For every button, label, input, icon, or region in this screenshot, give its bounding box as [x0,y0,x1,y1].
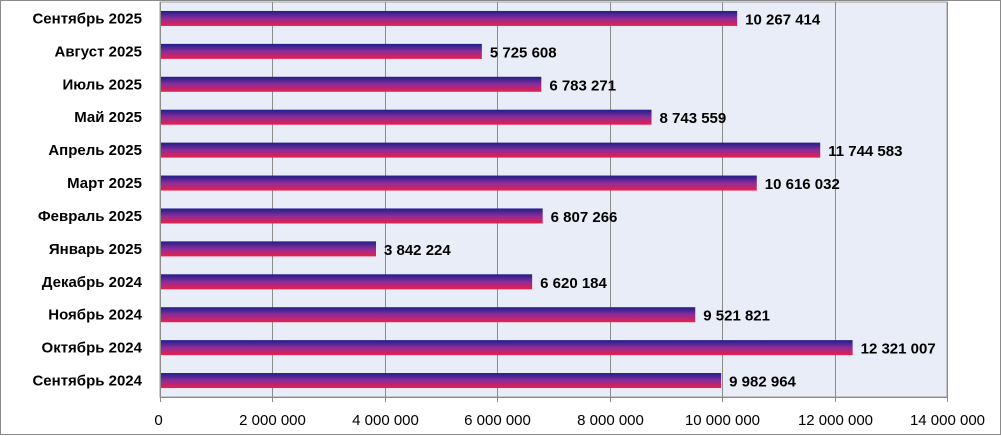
category-label: Ноябрь 2024 [48,307,142,324]
bar [161,274,533,290]
value-label: 9 982 964 [729,374,796,391]
value-label: 9 521 821 [703,308,770,325]
category-label: Май 2025 [74,109,142,126]
bar [161,76,542,92]
value-label: 10 267 414 [745,11,821,28]
bar [161,10,738,26]
category-label: Декабрь 2024 [42,274,143,291]
value-label: 6 807 266 [551,209,618,226]
category-label: Сентябрь 2025 [32,10,142,27]
value-label: 10 616 032 [765,176,840,193]
bar [161,142,821,158]
category-label: Апрель 2025 [48,142,142,159]
category-labels: Сентябрь 2025 Август 2025 Июль 2025 Май 202… [32,10,142,389]
value-label: 12 321 007 [861,341,936,358]
category-label: Октябрь 2024 [42,340,143,357]
x-tick-label: 12 000 000 [798,412,873,429]
x-tick-label: 10 000 000 [685,412,760,429]
gridlines [272,2,948,397]
value-label: 6 783 271 [549,77,616,94]
x-tick-label: 2 000 000 [239,412,306,429]
bar [161,109,652,125]
x-tick-label: 8 000 000 [577,412,644,429]
value-label: 3 842 224 [384,242,451,259]
category-label: Февраль 2025 [38,208,142,225]
bar [161,208,543,224]
value-label: 8 743 559 [660,110,727,127]
bar [161,175,757,191]
plot-area [159,1,948,398]
x-tick-label: 4 000 000 [352,412,419,429]
value-labels: 10 267 414 5 725 608 6 783 271 8 743 559 11 … [384,11,936,390]
category-label: Март 2025 [67,175,142,192]
category-label: Январь 2025 [49,241,142,258]
x-tick-label: 0 [154,412,162,429]
category-label: Июль 2025 [62,76,142,93]
value-label: 5 725 608 [490,44,557,61]
x-axis: 0 2 000 000 4 000 000 6 000 000 8 000 000 10 … [154,2,985,429]
bar [161,241,376,257]
x-tick-label: 14 000 000 [910,412,985,429]
category-label: Август 2025 [55,43,143,60]
bar [161,43,482,59]
value-label: 6 620 184 [540,275,607,292]
bar [161,340,853,356]
bars [161,10,853,389]
bar [161,307,696,323]
bar [161,373,722,389]
x-tick-label: 6 000 000 [464,412,531,429]
value-label: 11 744 583 [828,143,902,160]
category-label: Сентябрь 2024 [32,373,142,390]
